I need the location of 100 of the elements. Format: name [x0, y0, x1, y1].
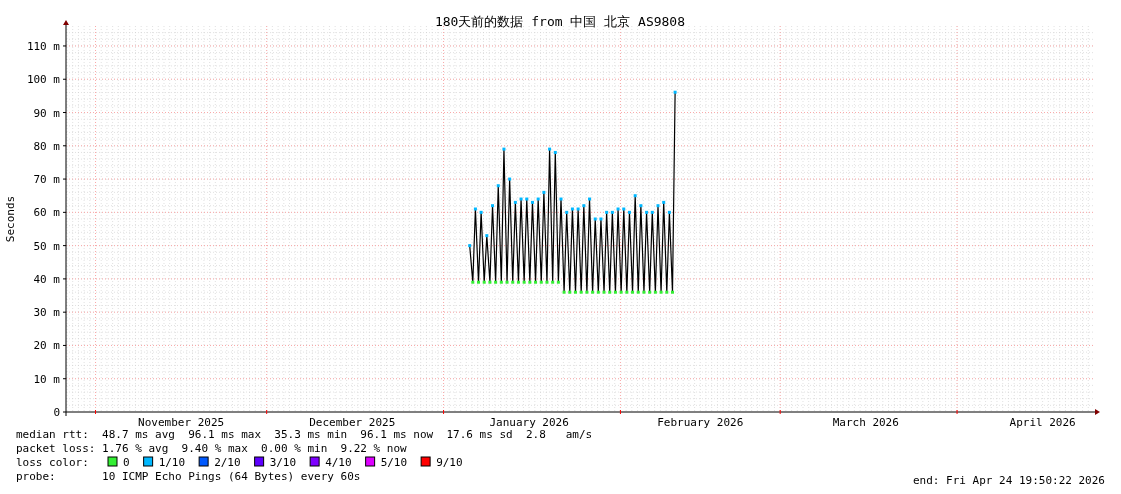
point	[556, 280, 560, 284]
point	[619, 290, 623, 294]
legend-label: 0	[123, 456, 130, 469]
point	[511, 280, 515, 284]
text: packet loss: 1.76 % avg 9.40 % max 0.00 % min 9.22 % now	[16, 442, 408, 455]
point	[525, 197, 529, 201]
point	[613, 290, 617, 294]
x-tick-label: November 2025	[138, 416, 225, 429]
y-tick-label: 20 m	[33, 339, 61, 353]
point	[545, 280, 549, 284]
point	[496, 184, 500, 188]
point	[608, 290, 612, 294]
point	[627, 210, 631, 214]
point	[648, 290, 652, 294]
point	[585, 290, 589, 294]
point	[642, 290, 646, 294]
point	[579, 290, 583, 294]
point	[588, 197, 592, 201]
point	[565, 210, 569, 214]
point	[468, 244, 472, 248]
y-tick-label: 0	[53, 406, 60, 419]
point	[499, 280, 503, 284]
x-tick-label: January 2026	[489, 416, 569, 429]
point	[665, 290, 669, 294]
point	[625, 290, 629, 294]
point	[599, 217, 603, 221]
x-tick-label: March 2026	[832, 416, 899, 429]
point	[659, 290, 663, 294]
point	[471, 280, 475, 284]
point	[570, 207, 574, 211]
point	[593, 217, 597, 221]
x-tick-label: February 2026	[657, 416, 744, 429]
point	[653, 290, 657, 294]
y-tick-label: 100 m	[26, 73, 61, 87]
legend-label: 2/10	[214, 456, 241, 469]
y-axis-title: Seconds	[4, 195, 17, 243]
text: end: Fri Apr 24 19:50:22 2026	[912, 474, 1105, 487]
point	[477, 280, 480, 284]
text: median rtt: 48.7 ms avg 96.1 ms max 35.3 ms min 96.1 ms now 17.6 ms sd 2.8 am/s	[16, 428, 593, 441]
legend-label: 3/10	[269, 456, 297, 469]
point	[645, 210, 649, 214]
legend-label: 9/10	[436, 456, 463, 469]
legend-label: 4/10	[325, 456, 352, 469]
y-tick-label: 60 m	[33, 206, 61, 220]
point	[539, 280, 543, 284]
point	[508, 177, 512, 181]
point	[542, 190, 546, 194]
point	[491, 204, 495, 208]
chart-title: 180天前的数据 from 中国 北京 AS9808	[434, 14, 686, 29]
point	[473, 207, 477, 211]
point	[605, 210, 609, 214]
legend-label: 5/10	[380, 456, 408, 469]
x-tick-label: December 2025	[309, 416, 396, 429]
point	[650, 210, 654, 214]
y-tick-label: 10 m	[33, 372, 61, 386]
point	[610, 210, 614, 214]
point	[656, 204, 660, 208]
point	[528, 280, 532, 284]
point	[516, 280, 520, 284]
point	[667, 210, 671, 214]
point	[519, 197, 523, 201]
point	[602, 290, 606, 294]
point	[522, 280, 526, 284]
point	[631, 290, 635, 294]
legend-title: loss color:	[16, 456, 89, 469]
y-tick-label: 40 m	[33, 272, 61, 286]
point	[502, 147, 506, 151]
y-tick-label: 90 m	[33, 106, 61, 120]
legend-label: 1/10	[158, 456, 186, 469]
point	[639, 204, 643, 208]
point	[553, 150, 557, 154]
point	[582, 204, 586, 208]
point	[505, 280, 509, 284]
point	[494, 280, 498, 284]
x-tick-label: April 2026	[1009, 416, 1076, 429]
point	[488, 280, 492, 284]
point	[551, 280, 555, 284]
point	[591, 290, 595, 294]
point	[596, 290, 600, 294]
point	[482, 280, 486, 284]
y-tick-label: 70 m	[33, 173, 61, 187]
point	[673, 90, 677, 94]
point	[562, 290, 566, 294]
y-tick-label: 30 m	[33, 306, 61, 320]
point	[576, 207, 580, 211]
point	[485, 234, 489, 238]
point	[574, 290, 577, 294]
point	[633, 194, 637, 198]
y-tick-label: 110 m	[26, 39, 61, 53]
point	[536, 197, 540, 201]
point	[534, 280, 538, 284]
point	[530, 200, 534, 204]
point	[568, 290, 572, 294]
y-tick-label: 50 m	[33, 239, 61, 253]
point	[479, 210, 483, 214]
y-tick-label: 80 m	[33, 139, 61, 153]
point	[559, 197, 563, 201]
point	[636, 290, 640, 294]
text: probe: 10 ICMP Echo Pings (64 Bytes) every 60s	[16, 470, 361, 483]
point	[662, 200, 666, 204]
